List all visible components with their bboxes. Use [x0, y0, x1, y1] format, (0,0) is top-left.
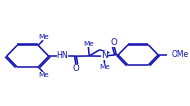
Text: Me: Me: [83, 41, 94, 47]
Text: OMe: OMe: [172, 50, 189, 59]
Text: Me: Me: [38, 34, 49, 40]
Text: HN: HN: [57, 52, 68, 60]
Text: Me: Me: [38, 72, 49, 78]
Text: Me: Me: [99, 64, 110, 70]
Text: O: O: [73, 64, 79, 73]
Text: O: O: [111, 38, 117, 47]
Text: N: N: [101, 51, 108, 60]
